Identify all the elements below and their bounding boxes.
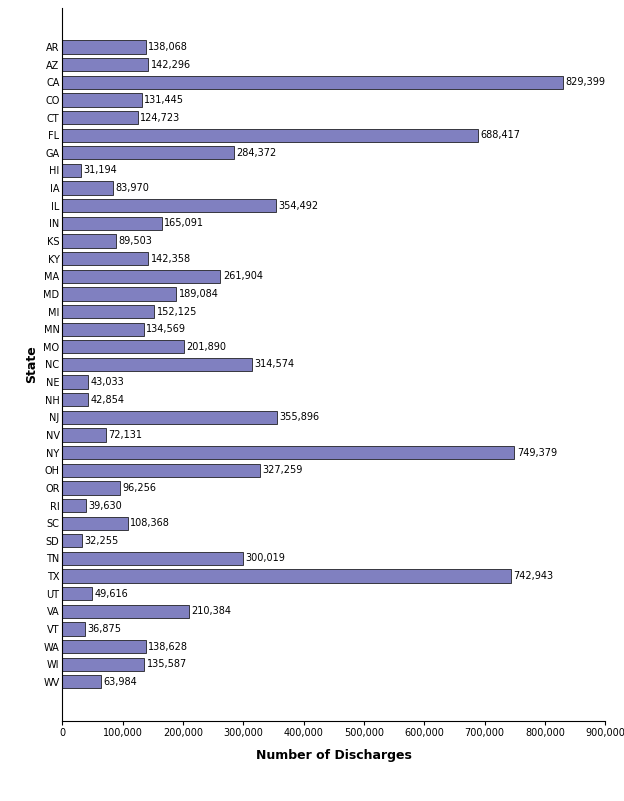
Text: 135,587: 135,587: [147, 659, 187, 670]
Text: 43,033: 43,033: [90, 377, 125, 387]
Text: 32,255: 32,255: [84, 536, 119, 545]
Bar: [62, 164, 81, 177]
Text: 138,628: 138,628: [149, 642, 188, 651]
Text: 165,091: 165,091: [164, 219, 205, 228]
Text: 89,503: 89,503: [119, 236, 153, 246]
Text: 134,569: 134,569: [146, 324, 186, 334]
Text: 83,970: 83,970: [115, 183, 149, 193]
Text: 688,417: 688,417: [480, 131, 520, 140]
Text: 131,445: 131,445: [144, 95, 184, 105]
Text: 42,854: 42,854: [90, 395, 125, 405]
Bar: [62, 376, 89, 388]
Bar: [62, 552, 243, 565]
Text: 72,131: 72,131: [109, 430, 142, 440]
Bar: [62, 199, 276, 212]
Text: 201,890: 201,890: [187, 342, 227, 352]
Bar: [62, 182, 113, 195]
Bar: [62, 94, 142, 107]
Bar: [62, 429, 106, 441]
Text: 327,259: 327,259: [262, 465, 303, 475]
Text: 142,296: 142,296: [150, 59, 191, 70]
Bar: [62, 622, 85, 635]
Bar: [62, 393, 88, 406]
Bar: [62, 517, 128, 529]
Text: 210,384: 210,384: [192, 606, 232, 616]
Bar: [62, 534, 82, 547]
Bar: [62, 358, 252, 371]
Bar: [62, 587, 92, 600]
Bar: [62, 499, 86, 512]
X-axis label: Number of Discharges: Number of Discharges: [256, 749, 412, 762]
Text: 142,358: 142,358: [150, 254, 191, 264]
Text: 354,492: 354,492: [279, 201, 319, 211]
Text: 49,616: 49,616: [95, 589, 129, 598]
Text: 189,084: 189,084: [179, 289, 219, 299]
Bar: [62, 446, 514, 459]
Bar: [62, 235, 117, 248]
Bar: [62, 129, 477, 142]
Bar: [62, 640, 146, 654]
Bar: [62, 481, 120, 494]
Y-axis label: State: State: [25, 345, 38, 384]
Bar: [62, 675, 101, 689]
Bar: [62, 58, 149, 71]
Text: 36,875: 36,875: [87, 624, 121, 634]
Text: 261,904: 261,904: [223, 272, 263, 281]
Bar: [62, 605, 189, 618]
Bar: [62, 252, 149, 265]
Text: 124,723: 124,723: [140, 113, 180, 123]
Bar: [62, 658, 144, 671]
Text: 284,372: 284,372: [236, 148, 276, 158]
Bar: [62, 305, 154, 318]
Text: 742,943: 742,943: [513, 571, 553, 581]
Bar: [62, 111, 138, 124]
Text: 829,399: 829,399: [565, 78, 605, 87]
Bar: [62, 323, 144, 336]
Bar: [62, 340, 184, 353]
Text: 39,630: 39,630: [89, 501, 122, 510]
Text: 96,256: 96,256: [123, 483, 157, 493]
Bar: [62, 270, 220, 283]
Text: 138,068: 138,068: [148, 42, 188, 52]
Text: 749,379: 749,379: [517, 448, 557, 457]
Bar: [62, 288, 177, 300]
Bar: [62, 464, 260, 477]
Text: 300,019: 300,019: [246, 553, 286, 563]
Text: 63,984: 63,984: [104, 677, 137, 687]
Bar: [62, 411, 277, 424]
Bar: [62, 147, 234, 159]
Text: 355,896: 355,896: [280, 413, 319, 422]
Bar: [62, 40, 145, 54]
Text: 31,194: 31,194: [84, 166, 117, 175]
Text: 108,368: 108,368: [130, 518, 170, 528]
Bar: [62, 217, 162, 230]
Text: 152,125: 152,125: [157, 307, 197, 316]
Bar: [62, 75, 563, 89]
Text: 314,574: 314,574: [255, 360, 295, 369]
Bar: [62, 570, 510, 582]
